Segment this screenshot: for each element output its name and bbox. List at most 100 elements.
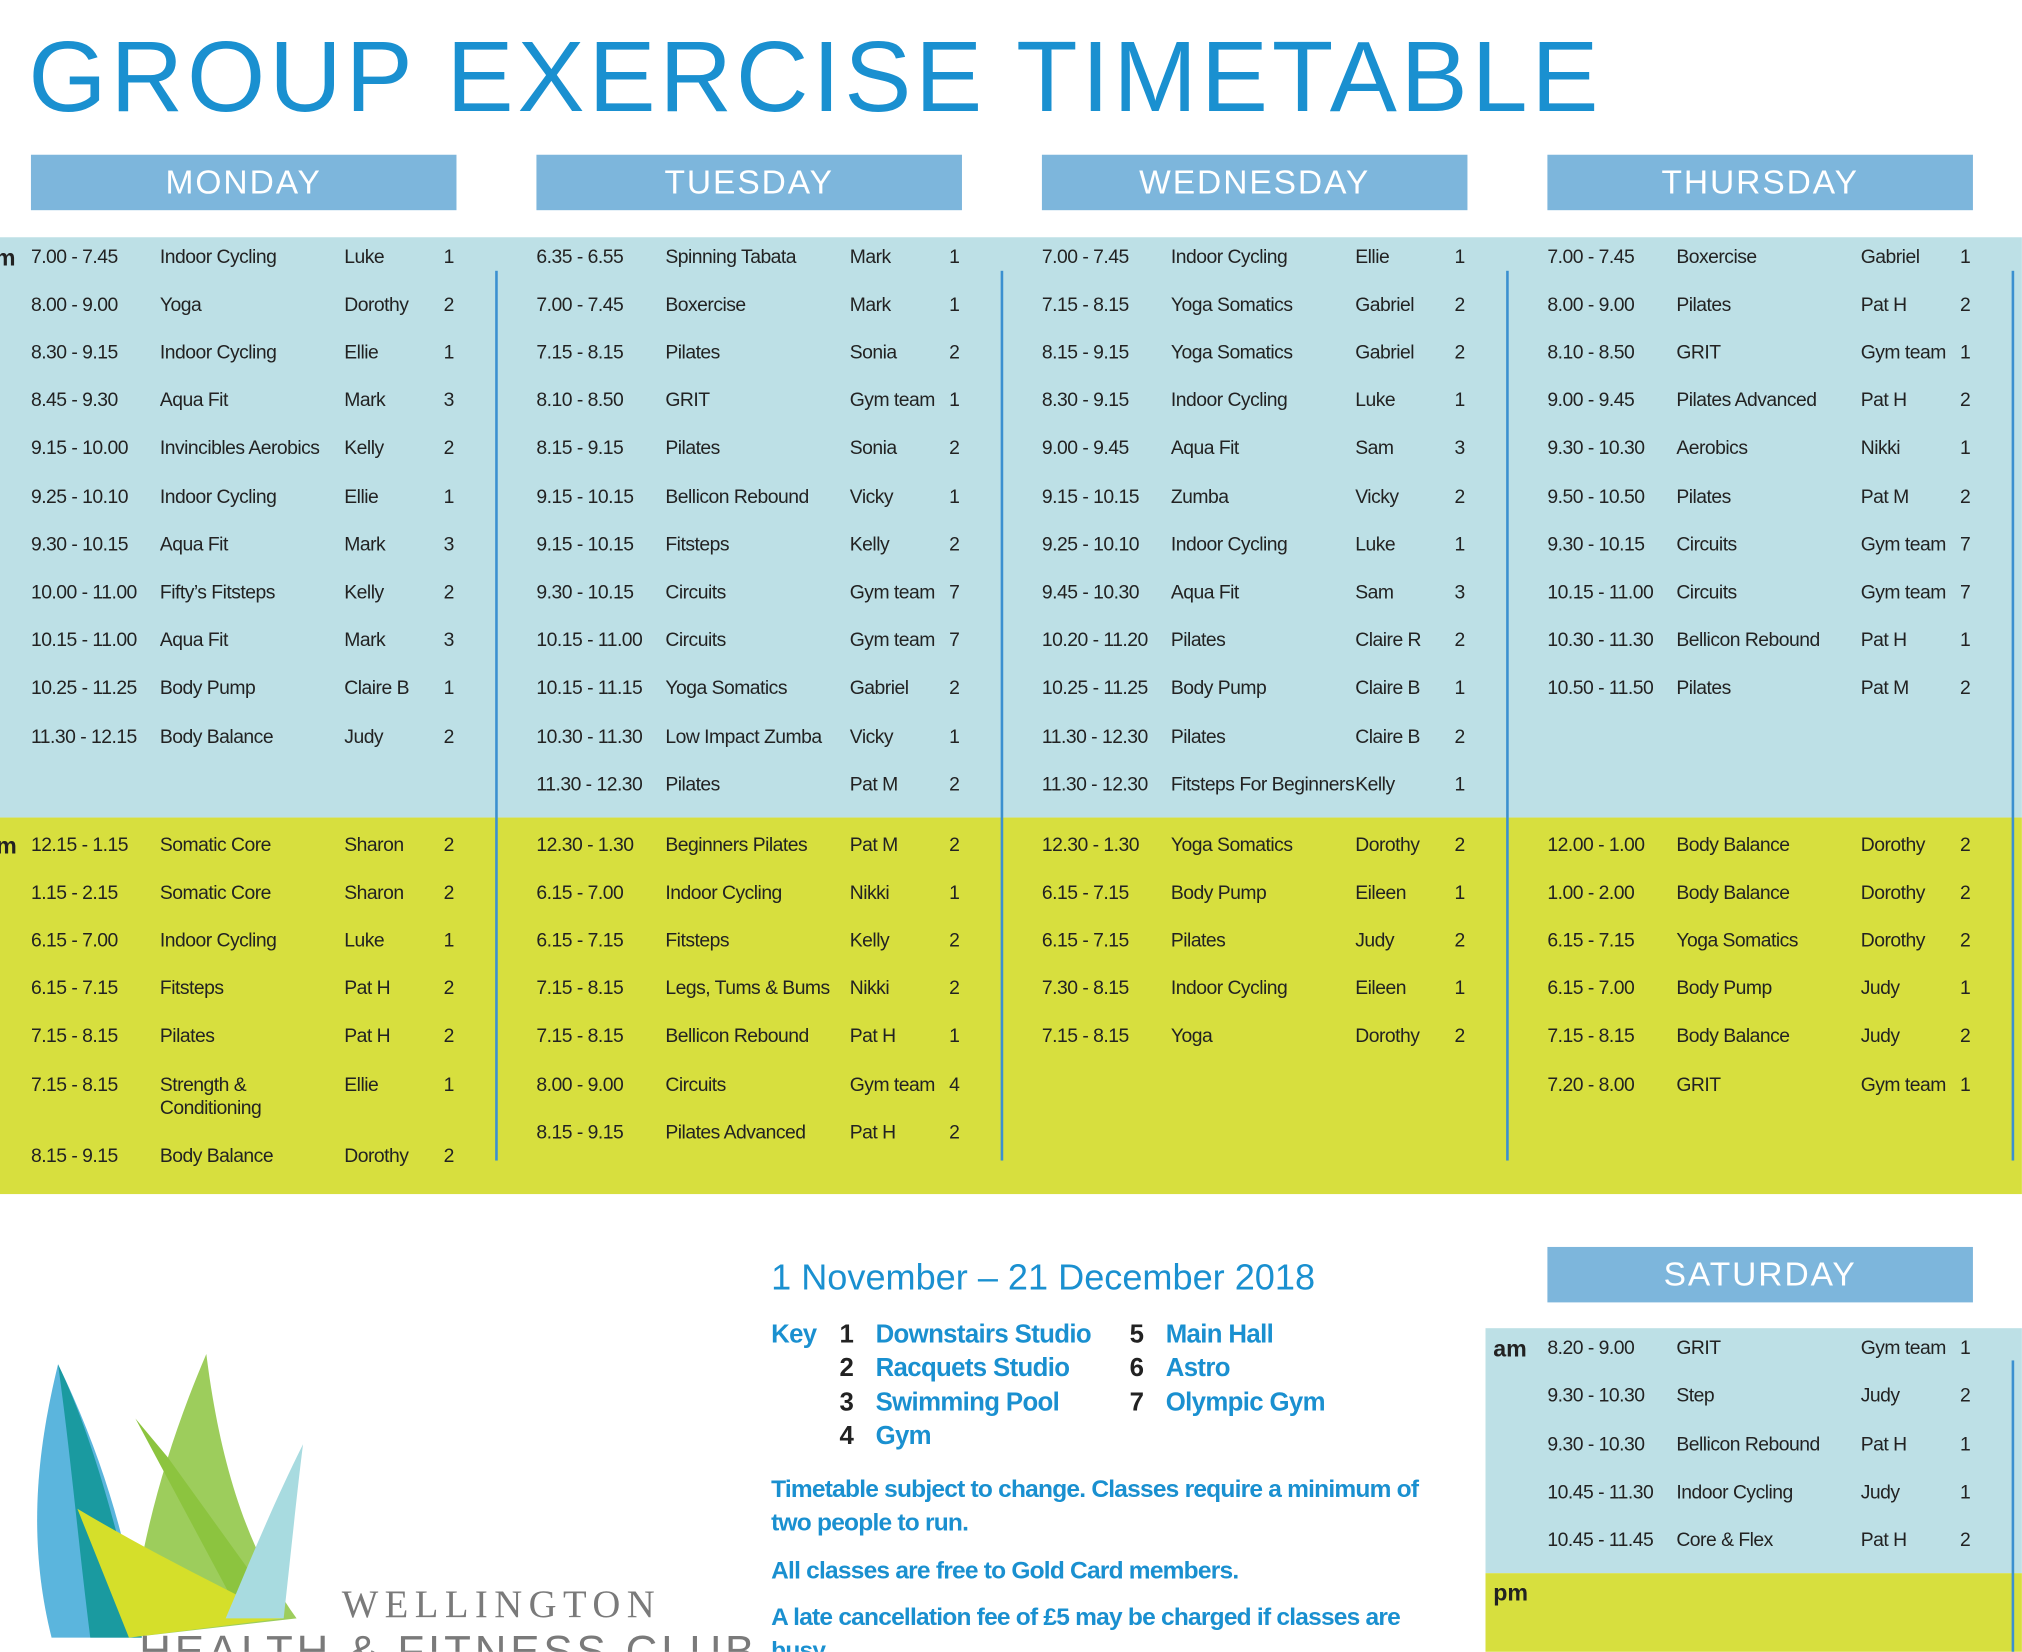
- saturday-am-band: [1485, 1328, 2022, 1574]
- class-time: 12.00 - 1.00: [1547, 833, 1645, 856]
- class-time: 1.00 - 2.00: [1547, 881, 1635, 904]
- instructor: Pat M: [849, 833, 898, 856]
- class-time: 10.25 - 11.25: [1041, 677, 1148, 700]
- session-row: 7.15 - 8.15 Bellicon Rebound Pat H 1: [536, 1014, 987, 1062]
- instructor: Luke: [1355, 533, 1396, 556]
- session-row: 6.35 - 6.55 Spinning Tabata Mark 1: [536, 234, 987, 282]
- studio: 1: [1960, 1481, 1971, 1504]
- class-time: 9.00 - 9.45: [1547, 389, 1635, 412]
- studio: 2: [443, 1145, 455, 1168]
- class-time: 10.30 - 11.30: [1547, 629, 1654, 652]
- instructor: Mark: [344, 533, 386, 556]
- studio: 3: [443, 533, 455, 556]
- instructor: Kelly: [849, 533, 890, 556]
- session-row: 9.15 - 10.00 Invincibles Aerobics Kelly 2: [31, 426, 482, 474]
- studio: 1: [949, 881, 960, 904]
- class-name: Aqua Fit: [159, 389, 228, 412]
- studio: 7: [949, 629, 960, 652]
- studio: 2: [1960, 485, 1971, 508]
- class-time: 9.30 - 10.30: [1547, 437, 1645, 460]
- session-row: 12.30 - 1.30 Beginners Pilates Pat M 2: [536, 822, 987, 870]
- studio: 1: [443, 485, 455, 508]
- session-row: 10.20 - 11.20 Pilates Claire R 2: [1042, 618, 1493, 666]
- session-row: 11.30 - 12.15 Body Balance Judy 2: [31, 713, 482, 761]
- instructor: Pat H: [344, 977, 391, 1000]
- session-list: 7.00 - 7.45 Indoor Cycling Luke 1 8.00 - 9.0…: [31, 234, 482, 761]
- studio: 2: [949, 1121, 960, 1144]
- note: All classes are free to Gold Card member…: [771, 1557, 1239, 1585]
- class-time: 10.15 - 11.00: [1547, 581, 1654, 604]
- class-time: 9.15 - 10.15: [1041, 485, 1140, 508]
- studio: 2: [443, 581, 455, 604]
- day-header: MONDAY: [30, 154, 457, 211]
- studio: 2: [949, 833, 960, 856]
- session-row: 7.20 - 8.00 GRIT Gym team 1: [1547, 1062, 1998, 1110]
- session-row: 12.00 - 1.00 Body Balance Dorothy 2: [1547, 822, 1998, 870]
- period-label: pm: [1493, 1579, 1529, 1606]
- session-row: 7.30 - 8.15 Indoor Cycling Eileen 1: [1042, 966, 1493, 1014]
- instructor: Eileen: [1355, 977, 1406, 1000]
- page-title: GROUP EXERCISE TIMETABLE: [28, 19, 1603, 133]
- studio: 2: [1960, 677, 1971, 700]
- studio: 7: [1960, 533, 1971, 556]
- class-name: Aqua Fit: [159, 629, 228, 652]
- studio: 2: [1454, 833, 1466, 856]
- instructor: Ellie: [344, 341, 379, 364]
- session-row: 10.00 - 11.00 Fifty’s Fitsteps Kelly 2: [31, 570, 482, 618]
- class-time: 10.50 - 11.50: [1547, 677, 1654, 700]
- logo-tagline: HEALTH & FITNESS CLUB: [139, 1627, 759, 1652]
- class-time: 8.20 - 9.00: [1547, 1337, 1635, 1360]
- session-row: 7.00 - 7.45 Indoor Cycling Luke 1: [31, 234, 482, 282]
- class-time: 9.30 - 10.30: [1547, 1385, 1645, 1408]
- class-name: Body Pump: [159, 677, 256, 700]
- class-time: 9.30 - 10.15: [1547, 533, 1645, 556]
- class-name: Yoga Somatics: [1170, 341, 1293, 364]
- class-time: 9.30 - 10.30: [1547, 1433, 1645, 1456]
- class-name: GRIT: [665, 389, 710, 412]
- class-name: Pilates: [1676, 293, 1731, 316]
- session-row: 12.30 - 1.30 Yoga Somatics Dorothy 2: [1042, 822, 1493, 870]
- studio: 2: [1960, 881, 1971, 904]
- studio: 2: [443, 881, 455, 904]
- class-name: Circuits: [1676, 533, 1737, 556]
- class-time: 7.20 - 8.00: [1547, 1073, 1635, 1096]
- studio: 1: [1454, 977, 1466, 1000]
- studio: 1: [1454, 773, 1466, 796]
- class-name: Aqua Fit: [1170, 581, 1239, 604]
- instructor: Vicky: [849, 725, 894, 748]
- studio: 2: [949, 929, 960, 952]
- session-row: 6.15 - 7.15 Fitsteps Pat H 2: [31, 966, 482, 1014]
- class-time: 8.10 - 8.50: [536, 389, 624, 412]
- instructor: Gym team: [1860, 341, 1947, 364]
- key-studio: Downstairs Studio: [875, 1320, 1092, 1349]
- class-time: 6.15 - 7.00: [1547, 977, 1635, 1000]
- class-name: Beginners Pilates: [665, 833, 808, 856]
- class-time: 6.15 - 7.00: [30, 929, 118, 952]
- instructor: Sharon: [344, 833, 404, 856]
- studio: 4: [949, 1073, 960, 1096]
- class-name: Pilates: [1676, 677, 1731, 700]
- studio: 2: [949, 533, 960, 556]
- class-name: Fitsteps: [665, 533, 729, 556]
- studio: 3: [1454, 437, 1466, 460]
- class-name: Strength & Conditioning: [159, 1073, 262, 1120]
- class-time: 10.45 - 11.30: [1547, 1481, 1654, 1504]
- class-name: Fitsteps: [665, 929, 729, 952]
- session-list: 12.00 - 1.00 Body Balance Dorothy 2 1.00 - 2…: [1547, 822, 1998, 1110]
- class-time: 12.15 - 1.15: [30, 833, 129, 856]
- session-row: 7.15 - 8.15 Yoga Somatics Gabriel 2: [1042, 282, 1493, 330]
- session-row: 8.00 - 9.00 Circuits Gym team 4: [536, 1062, 987, 1110]
- key-number: 6: [1129, 1354, 1144, 1383]
- class-name: Pilates: [1676, 485, 1731, 508]
- logo-mark: [37, 1353, 304, 1638]
- instructor: Gym team: [1860, 581, 1947, 604]
- class-time: 6.15 - 7.15: [30, 977, 118, 1000]
- class-name: Circuits: [665, 581, 726, 604]
- session-row: 9.50 - 10.50 Pilates Pat M 2: [1547, 474, 1998, 522]
- studio: 2: [1454, 341, 1466, 364]
- class-time: 7.15 - 8.15: [536, 341, 624, 364]
- class-name: Pilates: [159, 1025, 215, 1048]
- class-name: Pilates: [1170, 629, 1226, 652]
- class-name: Yoga: [1170, 1025, 1213, 1048]
